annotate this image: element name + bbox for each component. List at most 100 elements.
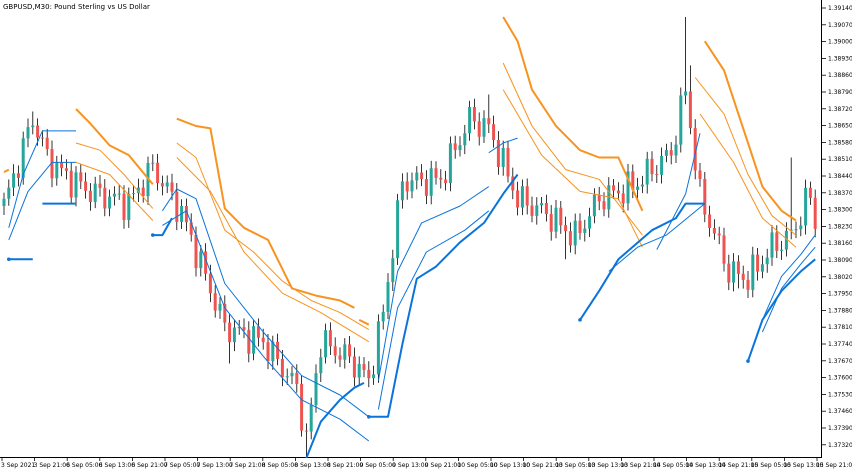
lower-band-line: [8, 130, 76, 228]
candle: [703, 171, 707, 223]
candle-body: [712, 227, 716, 234]
lower-band-line: [747, 258, 816, 362]
candle-body: [415, 172, 419, 181]
candle-body: [84, 181, 88, 191]
time-tick-label: 9 Sep 21:00: [425, 462, 461, 469]
candle-body: [564, 225, 568, 232]
candle-body: [487, 118, 491, 125]
candle-body: [472, 106, 476, 122]
candle-body: [549, 214, 553, 232]
candle-body: [693, 128, 697, 171]
upper-band-line: [699, 113, 797, 248]
upper-band-line: [176, 117, 355, 309]
candle-body: [530, 205, 534, 216]
candle: [266, 333, 270, 370]
candle: [328, 322, 332, 356]
candle: [506, 140, 510, 183]
candle-body: [127, 193, 131, 220]
candle: [204, 243, 208, 281]
candle-body: [799, 225, 803, 230]
candle: [31, 111, 35, 135]
candle: [141, 179, 145, 203]
candle-body: [328, 330, 332, 347]
candle-body: [650, 158, 654, 175]
time-tick-label: 13 Sep 21:00: [620, 462, 660, 469]
candle: [415, 166, 419, 190]
price-tick-label: 1.38790: [828, 89, 852, 96]
candle-body: [760, 264, 764, 272]
candle-body: [789, 229, 793, 231]
candle-body: [453, 143, 457, 151]
candle-body: [300, 383, 304, 431]
candle-body: [770, 232, 774, 258]
candle-body: [597, 194, 601, 202]
upper-band-line: [75, 142, 154, 209]
candle-body: [372, 374, 376, 379]
candle: [439, 169, 443, 189]
candle: [280, 349, 284, 387]
candle-body: [410, 180, 414, 192]
candle-body: [679, 95, 683, 145]
candle-body: [295, 372, 299, 384]
price-tick-label: 1.37740: [828, 341, 852, 348]
upper-band-line: [502, 16, 644, 212]
candle-body: [232, 327, 236, 343]
candle: [813, 189, 817, 238]
candle: [160, 175, 164, 196]
candle: [693, 119, 697, 180]
time-tick-label: 7 Sep 21:00: [229, 462, 265, 469]
time-tick-label: 7 Sep 05:00: [164, 462, 200, 469]
candle-body: [93, 183, 97, 202]
candle-body: [808, 187, 812, 198]
candle-body: [16, 173, 20, 178]
candle-body: [194, 234, 198, 269]
price-tick-label: 1.38720: [828, 106, 852, 113]
price-plot-area[interactable]: [0, 0, 822, 458]
candle-body: [319, 357, 323, 374]
candle-body: [420, 172, 424, 180]
candle-body: [626, 171, 630, 204]
candle-body: [64, 168, 68, 171]
candlestick-chart[interactable]: [0, 0, 822, 458]
candle-body: [362, 363, 366, 370]
candle-body: [506, 147, 510, 177]
candle: [16, 165, 20, 187]
candle: [223, 295, 227, 332]
time-tick-label: 9 Sep 13:00: [392, 462, 428, 469]
candle: [84, 172, 88, 199]
candle: [636, 177, 640, 199]
time-tick-label: 14 Sep 21:00: [718, 462, 758, 469]
candle: [232, 320, 236, 352]
candle: [271, 335, 275, 370]
candle-body: [631, 171, 635, 190]
candle: [300, 375, 304, 437]
candle: [492, 115, 496, 148]
band-endpoint-dot: [7, 257, 11, 262]
candle-body: [7, 187, 11, 199]
candle: [199, 245, 203, 277]
candle: [736, 255, 740, 289]
candle: [780, 240, 784, 260]
band-endpoint-dot: [578, 318, 582, 322]
candle: [458, 136, 462, 157]
lower-band-line: [377, 210, 490, 410]
candle: [256, 318, 260, 347]
candle-body: [612, 185, 616, 191]
candle-body: [444, 179, 448, 184]
candle: [789, 157, 793, 240]
candle-body: [189, 222, 193, 235]
candle: [213, 285, 217, 318]
envelope-bands: [3, 16, 816, 458]
candle-body: [732, 261, 736, 283]
candle-body: [741, 273, 745, 280]
candle-body: [223, 303, 227, 323]
candle: [319, 348, 323, 383]
candle: [674, 135, 678, 163]
candle: [400, 173, 404, 209]
candle: [516, 181, 520, 216]
candle-body: [218, 303, 222, 311]
candle-body: [132, 193, 136, 195]
candle-body: [136, 187, 140, 194]
candle-body: [516, 190, 520, 208]
